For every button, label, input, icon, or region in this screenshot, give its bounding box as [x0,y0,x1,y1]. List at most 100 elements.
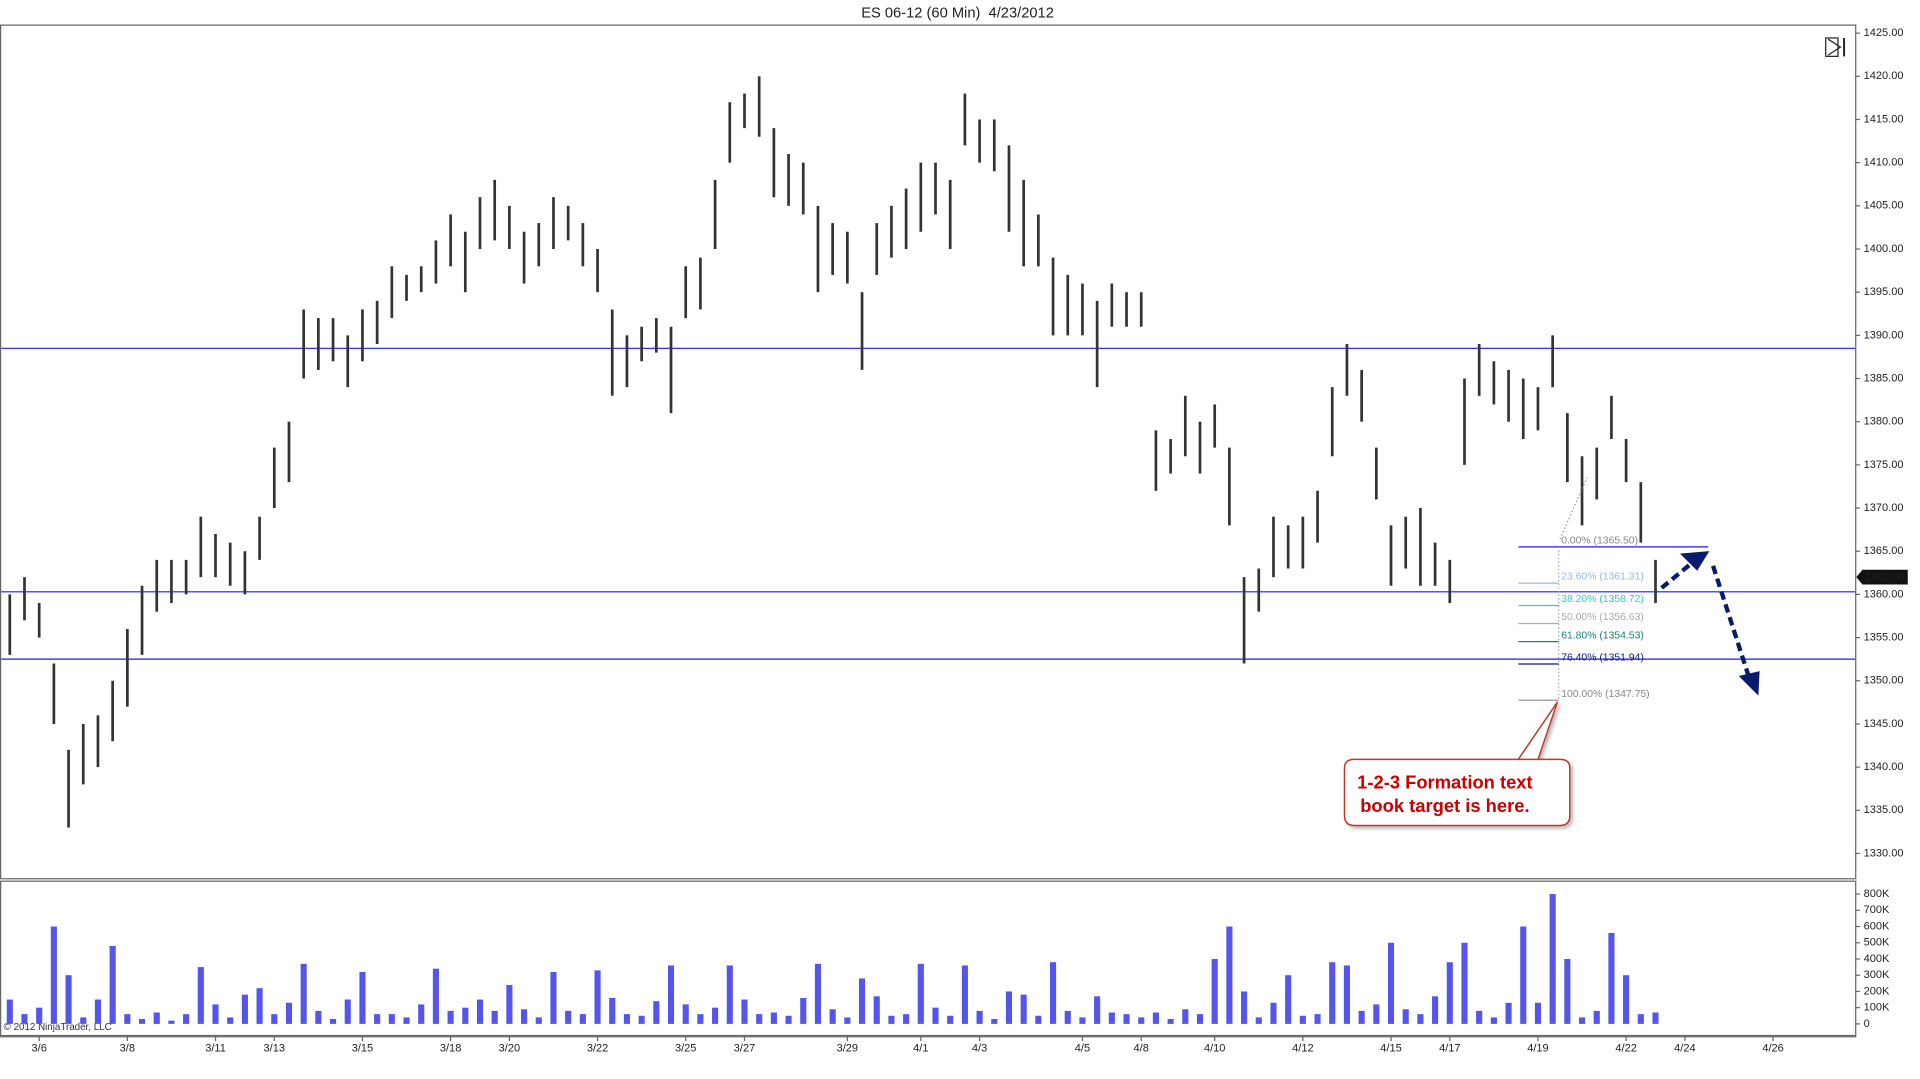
volume-bar [579,1014,586,1024]
volume-bar [535,1017,542,1024]
y-tick-label: 1360.00 [1864,588,1904,600]
x-tick-label: 4/8 [1134,1042,1149,1054]
volume-bar [197,967,204,1024]
y-tick-label: 1335.00 [1864,804,1904,816]
volume-bar [800,997,807,1024]
volume-bar [1593,1010,1600,1024]
x-tick-label: 4/10 [1204,1042,1225,1054]
volume-bar [712,1007,719,1024]
volume-bar [418,1004,425,1024]
volume-bar [961,965,968,1024]
last-price-label: 1362.00 [1865,572,1905,584]
volume-bar [138,1019,146,1024]
volume-bar [1343,965,1350,1024]
volume-bar [785,1015,792,1024]
volume-bar [491,1010,498,1024]
volume-bar [1358,1010,1365,1024]
volume-bar [1211,958,1218,1024]
volume-bar [183,1014,190,1024]
y-tick-label: 1425.00 [1864,27,1904,39]
volume-bar [1270,1002,1277,1024]
callout-text: book target is here. [1360,795,1529,816]
y-tick-label: 200K [1864,985,1890,997]
volume-bar [844,1017,851,1024]
volume-bar [814,963,822,1024]
retracement-line [1559,477,1588,540]
volume-bar [1417,1014,1424,1024]
y-tick-label: 1380.00 [1864,416,1904,428]
x-tick-label: 3/27 [734,1042,755,1054]
y-tick-label: 1420.00 [1864,70,1904,82]
y-tick-label: 500K [1864,937,1890,949]
y-tick-label: 1390.00 [1864,329,1904,341]
volume-bar [1167,1019,1174,1024]
volume-bar [1490,1017,1497,1024]
y-tick-label: 1345.00 [1864,718,1904,730]
volume-bar [756,1014,763,1024]
arrows [1660,551,1760,696]
fib-label: 76.40% (1351.94) [1561,653,1644,664]
volume-bar [903,1014,910,1024]
volume-bar [271,1014,278,1024]
fib-label: 61.80% (1354.53) [1561,630,1644,641]
volume-bar [1035,1015,1042,1024]
volume-bar [1432,996,1439,1024]
volume-bar [741,999,748,1024]
panel-icon [1825,37,1846,57]
volume-bar [653,1001,660,1024]
volume-bar [153,1012,160,1024]
y-tick-label: 0 [1864,1018,1870,1030]
volume-bar [1094,996,1101,1024]
volume-bar [506,984,513,1024]
volume-bar [1476,1010,1483,1024]
volume-bar [991,1019,998,1024]
volume-bar [726,965,733,1024]
y-tick-label: 1340.00 [1864,761,1904,773]
volume-bar [1623,975,1630,1024]
volume-bar [1241,991,1248,1024]
volume-bar [976,1010,983,1024]
volume-bar [65,975,72,1024]
fib-label: 0.00% (1365.50) [1561,536,1638,547]
volume-bar [227,1017,234,1024]
x-tick-label: 3/20 [499,1042,520,1054]
volume-bar [1534,1002,1542,1024]
volume-bar [1299,1015,1306,1024]
volume-bar [1578,1017,1586,1024]
volume-bar [6,999,13,1024]
volume-bar [1373,1004,1380,1024]
x-tick-label: 4/15 [1380,1042,1401,1054]
y-tick-label: 1350.00 [1864,675,1904,687]
x-tick-label: 4/22 [1615,1042,1636,1054]
y-tick-label: 1410.00 [1864,157,1904,169]
volume-bar [462,1007,469,1024]
volume-bar [1505,1002,1512,1024]
y-tick-label: 400K [1864,953,1890,965]
volume-bar [1446,962,1453,1024]
volume-bar [1549,894,1556,1024]
volume-bar [1079,1017,1086,1024]
volume-bar [1196,1014,1204,1024]
y-tick-label: 1395.00 [1864,286,1904,298]
volume-bar [829,1009,836,1024]
last-price-box [1856,569,1908,585]
volume-bar [476,999,484,1024]
volume-bar [94,999,102,1024]
volume-bar [565,1010,572,1024]
volume-bar [344,999,351,1024]
y-tick-label: 1355.00 [1864,631,1904,643]
volume-bar [315,1010,322,1024]
volume-bar [109,945,116,1024]
volume-bar [623,1014,630,1024]
y-tick-label: 1415.00 [1864,113,1904,125]
x-tick-label: 3/29 [837,1042,858,1054]
price-panel [0,24,1857,880]
x-tick-label: 4/5 [1075,1042,1090,1054]
volume-bar [374,1014,381,1024]
x-tick-label: 3/8 [120,1042,135,1054]
volume-bar [873,996,880,1024]
volume-bar [80,1017,87,1024]
volume-bar [50,926,57,1024]
